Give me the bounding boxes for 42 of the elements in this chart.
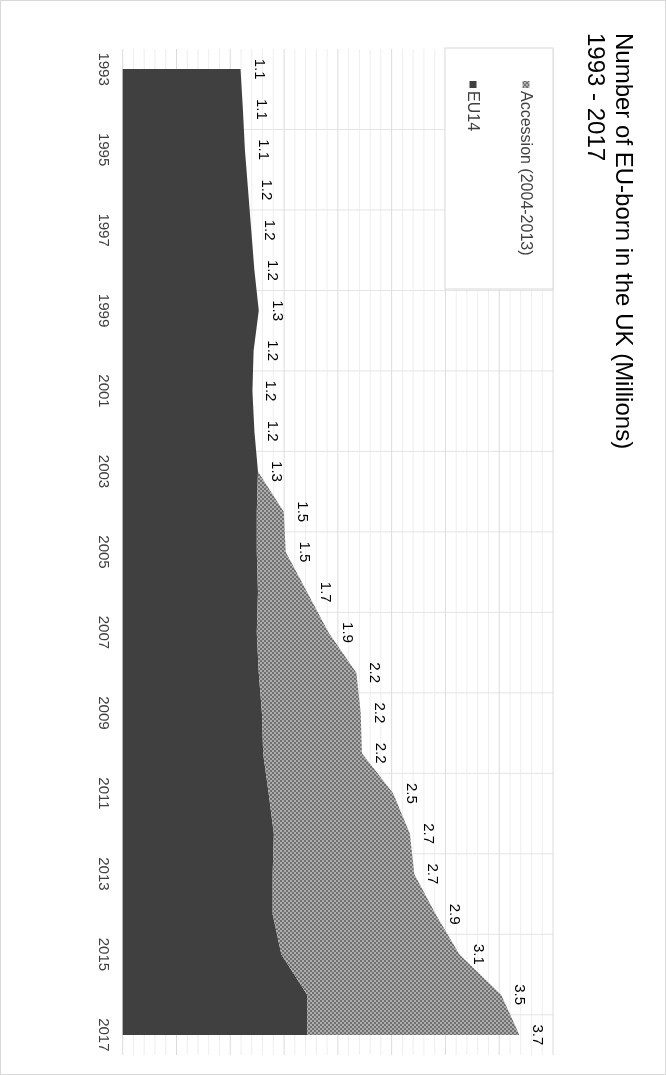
annotation: 1.2 (263, 380, 281, 402)
y-tick-label: 2007 (95, 615, 113, 650)
y-tick-label: 1997 (95, 213, 113, 247)
y-tick-label: 2005 (95, 535, 113, 569)
y-tick-label: 2003 (95, 454, 113, 489)
y-tick-label: 2009 (95, 696, 113, 730)
annotation: 1.2 (264, 340, 282, 362)
legend-label: EU14 (464, 91, 482, 132)
annotation: 1.1 (253, 98, 271, 120)
annotation: 2.5 (404, 783, 422, 804)
y-tick-label: 1993 (95, 52, 113, 86)
annotation: 1.3 (268, 461, 286, 482)
y-tick-label: 2017 (95, 1018, 113, 1052)
annotation: 1.2 (262, 219, 280, 241)
annotation: 3.1 (470, 943, 488, 965)
annotation: 1.7 (318, 581, 336, 603)
annotation: 2.7 (425, 863, 443, 885)
annotation: 2.9 (446, 903, 464, 925)
annotation: 1.9 (339, 622, 357, 643)
annotation: 1.5 (296, 541, 314, 563)
annotation: 1.2 (259, 179, 277, 201)
annotation: 2.2 (372, 742, 390, 764)
annotation: 1.2 (265, 420, 283, 442)
annotation: 1.5 (294, 501, 312, 523)
annotation: 3.5 (512, 984, 530, 1006)
y-tick-label: 2015 (95, 937, 113, 972)
annotation: 3.7 (530, 1024, 548, 1046)
y-tick-label: 1999 (95, 293, 113, 328)
annotation: 2.2 (371, 702, 389, 724)
annotation: 2.7 (420, 823, 438, 845)
y-tick-label: 1995 (95, 132, 113, 167)
text: Number of EU-born in the UK (Millions) (610, 33, 638, 450)
annotation: 1.2 (265, 259, 283, 281)
annotation: 1.3 (269, 300, 287, 321)
annotation: 1.1 (255, 139, 273, 161)
text: 1993 - 2017 (582, 33, 610, 162)
y-tick-label: 2001 (95, 374, 113, 408)
y-tick-label: 2013 (95, 857, 113, 891)
y-tick-label: 2011 (95, 777, 113, 810)
legend-label: Accession (2004-2013) (517, 91, 535, 256)
annotation: 2.2 (367, 662, 385, 684)
annotation: 1.1 (251, 58, 269, 80)
